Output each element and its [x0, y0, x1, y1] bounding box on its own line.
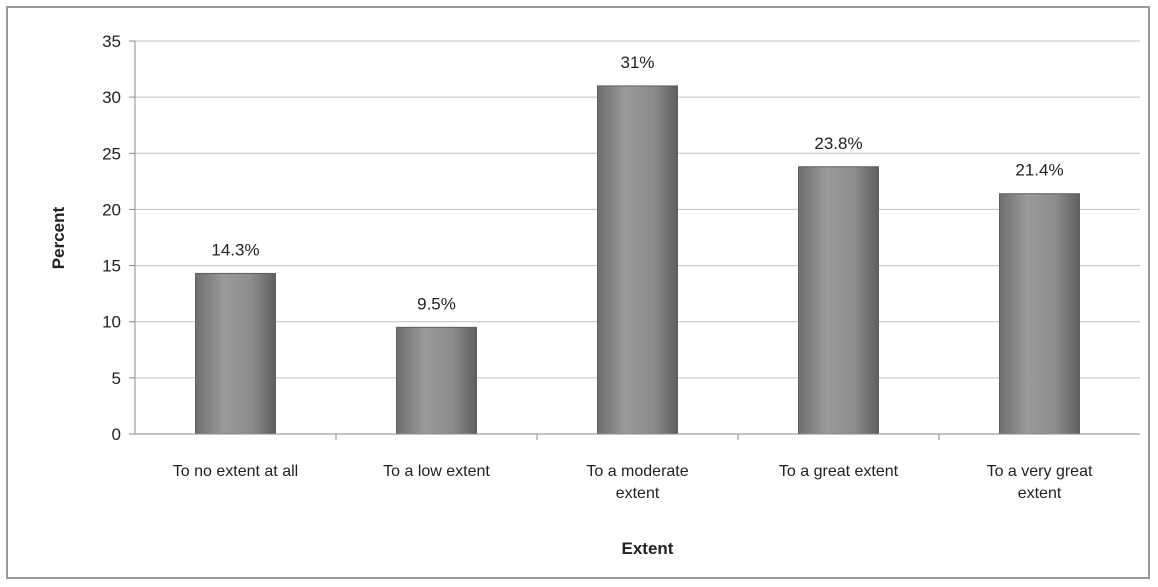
data-label: 21.4% [1015, 161, 1063, 180]
x-tick-label: To a great extent [779, 463, 899, 480]
data-label: 9.5% [417, 294, 456, 313]
bar [999, 193, 1080, 435]
bar [195, 272, 276, 435]
x-axis-title: Extent [622, 539, 674, 558]
y-axis-title: Percent [49, 206, 68, 269]
y-tick-label: 25 [102, 144, 121, 163]
bar [597, 85, 678, 435]
data-label: 31% [620, 53, 654, 72]
y-tick-label: 10 [102, 313, 121, 332]
x-tick-label: To a low extent [383, 463, 490, 480]
bars [195, 85, 1080, 435]
data-labels: 14.3% 9.5% 31% 23.8% 21.4% [211, 53, 1063, 313]
x-tick-label: To a very great extent [987, 463, 1093, 502]
y-tick-label: 0 [112, 425, 121, 444]
y-tick-label: 30 [102, 88, 121, 107]
y-tick-label: 20 [102, 200, 121, 219]
y-tick-label: 35 [102, 32, 121, 51]
y-axis-ticks: 0 5 10 15 20 25 30 35 [102, 32, 135, 444]
data-label: 14.3% [211, 240, 259, 259]
y-tick-label: 15 [102, 257, 121, 276]
y-tick-label: 5 [112, 369, 121, 388]
data-label: 23.8% [814, 134, 862, 153]
x-tick-label: To no extent at all [173, 463, 298, 480]
x-tick-label: To a moderate extent [586, 463, 688, 502]
bar [798, 166, 879, 435]
bar [396, 326, 477, 435]
x-axis-categories: To no extent at all To a low extent To a m… [173, 434, 1093, 502]
